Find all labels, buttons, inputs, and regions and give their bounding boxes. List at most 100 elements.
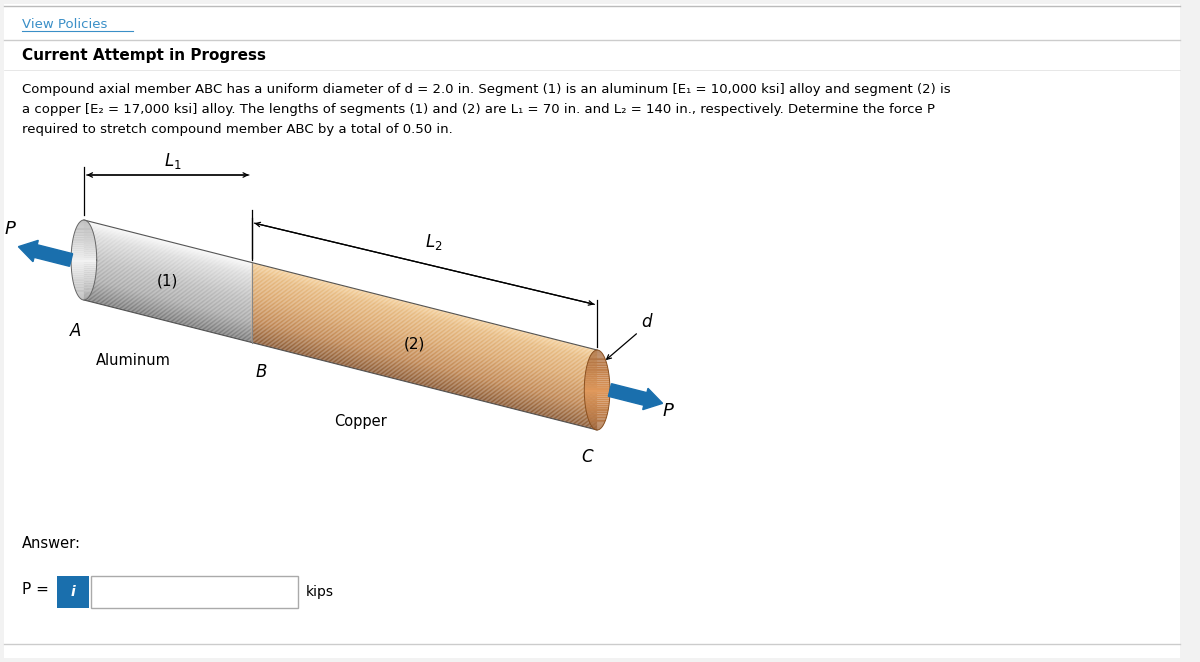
Polygon shape [76,291,92,293]
Polygon shape [252,264,598,353]
Polygon shape [84,228,252,272]
Polygon shape [84,238,252,281]
Polygon shape [252,272,598,361]
Polygon shape [584,399,610,401]
Polygon shape [84,277,252,321]
Polygon shape [84,275,252,318]
Polygon shape [84,248,252,292]
Polygon shape [252,263,598,352]
Text: Copper: Copper [334,414,386,429]
Polygon shape [584,384,610,386]
Polygon shape [587,415,607,417]
Polygon shape [73,238,95,240]
Polygon shape [84,287,252,330]
Polygon shape [588,417,607,418]
Polygon shape [84,264,252,308]
Polygon shape [587,414,607,415]
Polygon shape [84,252,252,296]
Polygon shape [587,412,608,414]
Polygon shape [252,275,598,363]
Polygon shape [84,226,252,271]
Polygon shape [84,263,252,307]
Polygon shape [252,307,598,395]
Polygon shape [584,377,610,379]
Polygon shape [252,281,598,370]
Polygon shape [252,305,598,394]
Polygon shape [84,279,252,322]
Polygon shape [71,254,97,256]
Polygon shape [252,276,598,365]
Polygon shape [252,293,598,382]
Polygon shape [78,296,90,297]
Polygon shape [78,295,90,296]
Polygon shape [252,314,598,403]
Polygon shape [252,328,598,416]
Polygon shape [84,229,252,273]
Polygon shape [79,297,89,298]
Polygon shape [72,246,96,248]
Text: a copper [E₂ = 17,000 ksi] alloy. The lengths of segments (1) and (2) are L₁ = 7: a copper [E₂ = 17,000 ksi] alloy. The le… [22,103,935,115]
Polygon shape [586,406,608,408]
Polygon shape [252,325,598,414]
Polygon shape [589,422,605,424]
Polygon shape [84,236,252,280]
Text: C: C [582,448,593,466]
Text: P =: P = [22,583,48,598]
Polygon shape [252,330,598,419]
Polygon shape [588,361,607,363]
Polygon shape [584,388,610,390]
Text: $L_2$: $L_2$ [426,232,443,252]
Polygon shape [252,334,598,423]
Polygon shape [72,242,96,244]
Polygon shape [252,316,598,404]
Polygon shape [76,228,92,229]
Polygon shape [84,272,252,316]
Polygon shape [584,392,610,394]
FancyBboxPatch shape [91,576,298,608]
Polygon shape [84,254,252,297]
Polygon shape [84,297,252,341]
Polygon shape [252,271,598,359]
Polygon shape [84,256,252,300]
Polygon shape [252,277,598,366]
Polygon shape [587,367,608,368]
Polygon shape [71,266,96,268]
Polygon shape [84,285,252,329]
Polygon shape [84,276,252,320]
Polygon shape [71,260,97,262]
Polygon shape [84,289,252,333]
Polygon shape [76,290,92,291]
Polygon shape [252,329,598,418]
Polygon shape [72,244,96,246]
Polygon shape [252,268,598,357]
Polygon shape [84,230,252,275]
Polygon shape [74,287,94,288]
Polygon shape [84,291,252,334]
Polygon shape [588,360,606,361]
Polygon shape [71,252,96,254]
Polygon shape [84,292,252,336]
Polygon shape [72,240,95,242]
Polygon shape [252,318,598,407]
Polygon shape [84,265,252,309]
Polygon shape [84,258,252,301]
Polygon shape [252,326,598,415]
Polygon shape [72,270,96,272]
Polygon shape [252,301,598,390]
Polygon shape [77,293,91,295]
Polygon shape [84,269,252,313]
Text: required to stretch compound member ABC by a total of 0.50 in.: required to stretch compound member ABC … [22,122,452,136]
Polygon shape [84,243,252,287]
Polygon shape [84,251,252,295]
Polygon shape [586,410,608,412]
Polygon shape [252,273,598,362]
Polygon shape [586,408,608,410]
Polygon shape [84,224,252,268]
Polygon shape [84,299,252,342]
Polygon shape [77,226,91,228]
Text: P: P [4,220,14,238]
Polygon shape [252,297,598,386]
Text: (2): (2) [404,336,425,352]
Polygon shape [252,303,598,391]
Polygon shape [252,321,598,410]
